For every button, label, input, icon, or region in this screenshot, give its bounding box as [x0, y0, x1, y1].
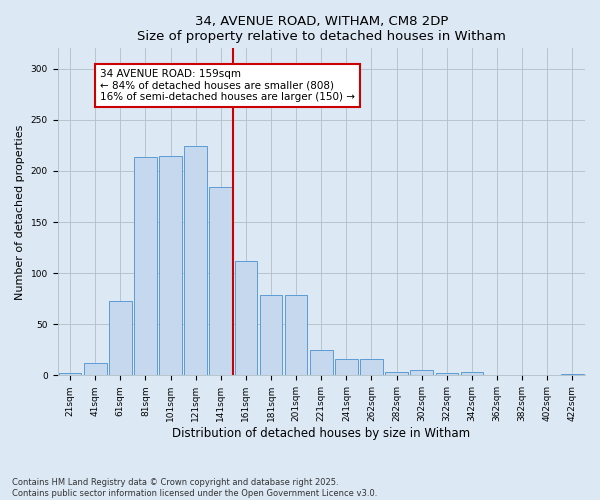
Bar	[134, 156, 157, 376]
Bar	[159, 156, 182, 376]
Bar	[209, 188, 232, 376]
Bar	[59, 374, 82, 376]
Text: Contains HM Land Registry data © Crown copyright and database right 2025.
Contai: Contains HM Land Registry data © Crown c…	[12, 478, 377, 498]
Bar	[436, 374, 458, 376]
Text: 34 AVENUE ROAD: 159sqm
← 84% of detached houses are smaller (808)
16% of semi-de: 34 AVENUE ROAD: 159sqm ← 84% of detached…	[100, 69, 355, 102]
Bar	[360, 359, 383, 376]
Bar	[235, 261, 257, 376]
Bar	[335, 359, 358, 376]
Bar	[285, 294, 307, 376]
Title: 34, AVENUE ROAD, WITHAM, CM8 2DP
Size of property relative to detached houses in: 34, AVENUE ROAD, WITHAM, CM8 2DP Size of…	[137, 15, 506, 43]
Bar	[461, 372, 483, 376]
X-axis label: Distribution of detached houses by size in Witham: Distribution of detached houses by size …	[172, 427, 470, 440]
Bar	[410, 370, 433, 376]
Y-axis label: Number of detached properties: Number of detached properties	[15, 124, 25, 300]
Bar	[184, 146, 207, 376]
Bar	[84, 363, 107, 376]
Bar	[561, 374, 584, 376]
Bar	[260, 294, 283, 376]
Bar	[385, 372, 408, 376]
Bar	[310, 350, 332, 376]
Bar	[109, 300, 131, 376]
